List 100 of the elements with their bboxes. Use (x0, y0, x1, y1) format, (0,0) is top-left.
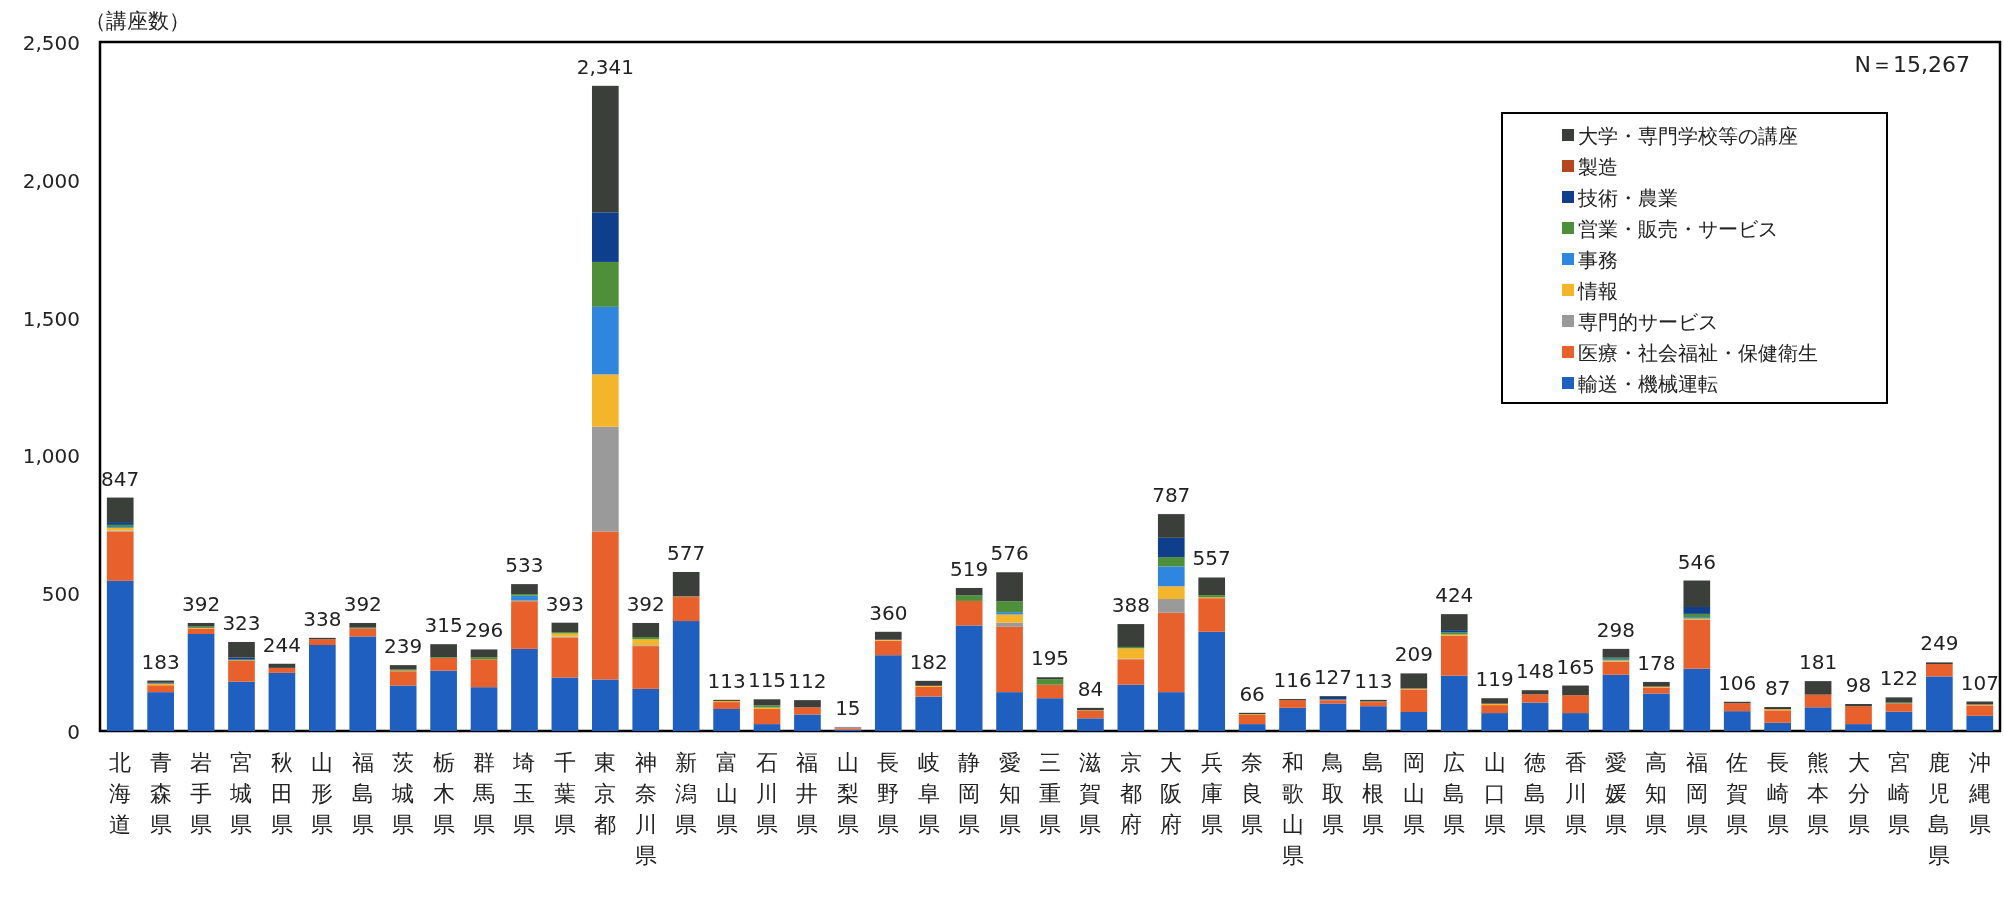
total-label: 388 (1111, 593, 1150, 618)
x-tick-label: 栃木県 (432, 750, 455, 837)
total-label: 393 (545, 591, 584, 616)
legend-label: 医療・社会福祉・保健衛生 (1578, 341, 1818, 365)
y-tick-label: 1,500 (22, 306, 80, 331)
total-label: 576 (990, 541, 1029, 566)
total-label: 577 (667, 540, 706, 565)
total-label: 546 (1677, 549, 1716, 574)
total-label: 183 (141, 649, 180, 674)
x-tick-label: 長野県 (877, 750, 900, 837)
x-tick-label: 和歌山県 (1281, 750, 1304, 868)
total-label: 195 (1030, 646, 1070, 671)
total-label: 239 (384, 634, 423, 659)
y-axis-title: （講座数） (85, 9, 190, 33)
x-tick-label: 愛媛県 (1604, 750, 1627, 837)
total-label: 115 (747, 668, 787, 693)
x-tick-label: 静岡県 (958, 750, 981, 837)
x-tick-label: 山梨県 (836, 750, 859, 837)
total-label: 244 (262, 632, 302, 657)
x-tick-label: 兵庫県 (1200, 750, 1223, 837)
total-label: 315 (424, 613, 463, 638)
total-label: 519 (950, 556, 989, 581)
x-tick-label: 新潟県 (675, 750, 698, 837)
x-tick-label: 福岡県 (1685, 750, 1708, 837)
x-tick-label: 三重県 (1039, 750, 1061, 837)
total-label: 424 (1435, 583, 1474, 608)
x-tick-label: 岡山県 (1402, 750, 1425, 837)
x-tick-label: 石川県 (756, 750, 779, 837)
total-label: 98 (1845, 672, 1872, 697)
total-label: 112 (788, 669, 827, 694)
total-label: 557 (1192, 546, 1231, 571)
x-tick-label: 島根県 (1362, 750, 1385, 837)
total-label: 392 (181, 591, 221, 616)
total-label: 127 (1313, 665, 1353, 689)
x-tick-label: 熊本県 (1807, 750, 1830, 837)
legend-label: 情報 (1577, 279, 1618, 303)
legend-label: 製造 (1578, 155, 1618, 179)
x-tick-label: 沖縄県 (1967, 750, 1991, 837)
x-tick-label: 広島県 (1443, 750, 1466, 837)
x-tick-label: 山口県 (1483, 750, 1506, 837)
x-tick-label: 高知県 (1645, 750, 1668, 837)
y-tick-label: 1,000 (22, 444, 80, 469)
total-label: 847 (101, 466, 140, 491)
x-tick-label: 山形県 (311, 750, 334, 837)
total-label: 122 (1879, 666, 1919, 691)
total-label: 113 (707, 668, 746, 693)
legend-label: 専門的サービス (1578, 310, 1718, 334)
total-label: 106 (1718, 670, 1757, 695)
total-label: 787 (1152, 483, 1191, 508)
legend-label: 大学・専門学校等の講座 (1578, 124, 1798, 148)
total-label: 533 (505, 553, 544, 578)
total-label: 178 (1637, 650, 1676, 675)
total-label: 165 (1556, 654, 1595, 679)
x-tick-label: 岐阜県 (917, 750, 940, 837)
total-label: 148 (1516, 659, 1555, 684)
total-label: 360 (869, 600, 908, 625)
total-label: 392 (626, 591, 665, 616)
x-tick-label: 埼玉県 (512, 750, 536, 837)
x-tick-label: 神奈川県 (634, 750, 657, 868)
total-label: 87 (1764, 676, 1791, 701)
x-tick-label: 滋賀県 (1079, 750, 1102, 837)
x-tick-label: 福島県 (351, 750, 374, 837)
x-tick-label: 宮崎県 (1887, 750, 1910, 837)
total-label: 84 (1077, 676, 1104, 701)
annotation: N＝15,267 (1854, 52, 1970, 77)
x-tick-label: 香川県 (1564, 750, 1587, 837)
total-label: 296 (464, 618, 504, 643)
x-tick-label: 群馬県 (472, 750, 496, 837)
total-label: 392 (343, 591, 382, 616)
y-tick-label: 2,500 (22, 31, 80, 55)
legend-label: 営業・販売・サービス (1578, 217, 1778, 241)
x-tick-label: 岩手県 (190, 750, 213, 837)
x-tick-label: 京都府 (1119, 750, 1142, 837)
total-label: 116 (1273, 668, 1312, 693)
x-tick-label: 佐賀県 (1726, 750, 1749, 837)
total-label: 15 (835, 695, 861, 720)
x-tick-label: 富山県 (715, 750, 738, 837)
x-tick-label: 青森県 (149, 750, 172, 837)
legend-label: 技術・農業 (1577, 186, 1678, 210)
x-tick-label: 鹿児島県 (1928, 750, 1951, 868)
total-label: 249 (1920, 631, 1959, 656)
x-tick-label: 秋田県 (270, 750, 293, 837)
x-tick-label: 大分県 (1847, 750, 1870, 837)
legend-label: 輸送・機械運転 (1578, 372, 1718, 396)
x-tick-label: 奈良県 (1241, 750, 1264, 837)
total-label: 182 (909, 649, 948, 674)
total-label: 107 (1960, 670, 1999, 695)
x-tick-label: 北海道 (109, 750, 132, 837)
x-tick-label: 徳島県 (1524, 750, 1547, 837)
x-tick-label: 愛知県 (998, 750, 1021, 837)
total-label: 119 (1475, 667, 1514, 692)
x-tick-label: 宮城県 (229, 750, 253, 837)
x-tick-label: 福井県 (796, 750, 819, 837)
total-label: 323 (222, 610, 261, 635)
total-label: 209 (1394, 642, 1433, 667)
total-label: 2,341 (576, 54, 634, 79)
total-label: 338 (303, 606, 342, 631)
total-label: 113 (1354, 668, 1393, 693)
x-tick-label: 鳥取県 (1320, 750, 1344, 837)
total-label: 66 (1239, 681, 1265, 706)
